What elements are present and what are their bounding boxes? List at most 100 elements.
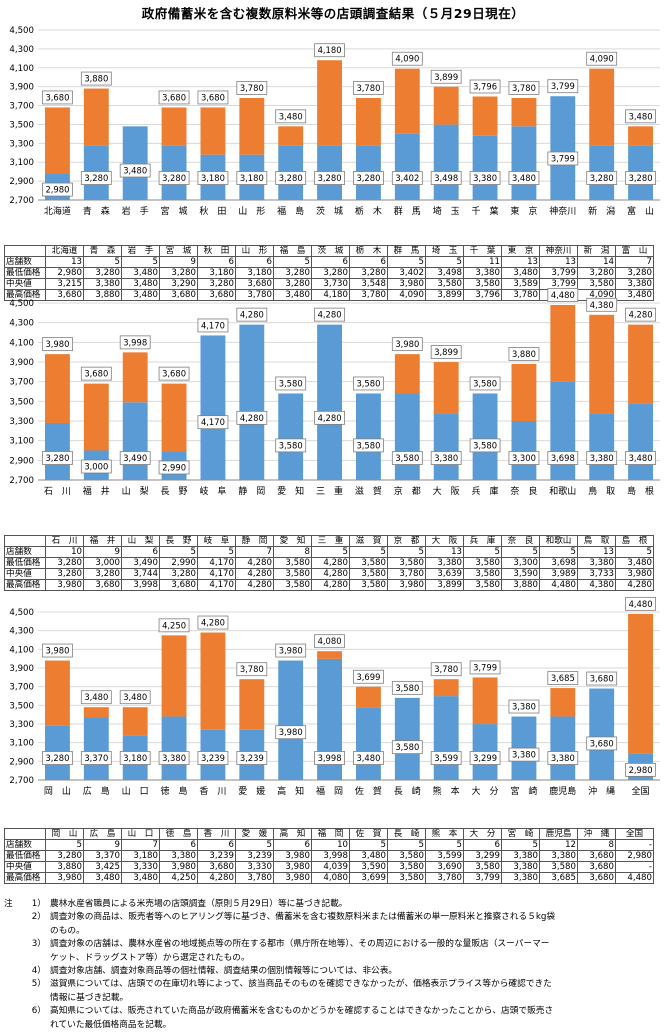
svg-text:2,980: 2,980 [45,185,69,195]
table-cell: 3,480 [121,278,160,290]
svg-text:3,490: 3,490 [123,453,147,463]
max-price-label: 3,880 [80,71,112,86]
max-price-label: 3,799 [469,660,501,675]
table-header-cell: 京 都 [387,535,426,547]
note-text: れていた最低価格商品を記載。 [50,1019,172,1030]
min-price-label: 3,280 [80,171,112,185]
min-price-label: 3,380 [547,751,579,765]
category-label: 長 野 [161,486,188,497]
table-row: 店舗数 5 9 7 6 6 5 6 10 5 5 5 6 5 12 8- [4,839,654,851]
bar-price-range [122,707,148,736]
svg-text:3,280: 3,280 [629,173,653,183]
note-text: 農林水産省職員による米売場の店頭調査（原則５月29日）等に基づき記載。 [50,899,348,909]
svg-text:3,698: 3,698 [551,453,575,463]
svg-text:3,580: 3,580 [395,742,419,752]
table-cell: 4,090 [387,289,426,301]
bar-min-price [511,421,537,480]
table-cell: 3,680 [577,850,616,862]
note-line: 5） 滋賀県については、店頭での在庫切れ等によって、該当商品そのものを確認できなか… [4,978,662,991]
min-price-label: 3,580 [391,740,423,755]
bar-min-price [355,393,381,480]
table-cell: 3,680 [235,278,274,290]
table-header-cell: 茨 城 [311,245,350,257]
table-cell: 3,780 [425,872,464,884]
note-line: れていた最低価格商品を記載。 [4,1019,662,1032]
max-price-label: 3,699 [353,669,384,684]
table-cell: 3,599 [425,850,464,862]
table-cell: 3,730 [311,278,350,290]
category-label: 埼 玉 [433,205,460,217]
table-cell: 3,280 [197,278,236,290]
row-label: 店舗数 [4,256,46,268]
table-cell: 3,880 [501,579,540,591]
min-price-label: 2,990 [158,460,190,475]
table-cell: 2,990 [159,557,198,569]
min-price-label: 3,300 [508,451,540,465]
note-marker: 注 [4,899,13,909]
table-cell: 3,498 [425,267,464,279]
note-number: 6） [31,1006,46,1017]
table-cell: 6 [159,839,198,851]
table-cell: 5 [273,256,312,268]
table-header-cell: 兵 庫 [463,535,502,547]
bar-min-price [628,403,654,480]
svg-text:3,580: 3,580 [356,440,380,450]
max-price-label: 3,780 [353,81,384,95]
svg-text:4,480: 4,480 [629,599,653,609]
row-label: 中央値 [4,278,46,290]
bar-price-range [200,107,226,155]
max-price-label: 3,580 [353,376,384,391]
category-label: 石 川 [44,487,71,497]
table-cell: 3,290 [159,278,198,290]
max-price-label: 4,280 [314,307,345,322]
bar-price-range [317,651,343,659]
table-cell: 13 [45,256,84,268]
table-cell: 5 [425,839,464,851]
table-cell: 3,780 [501,289,540,301]
table-cell: 3,330 [121,861,160,873]
svg-text:3,998: 3,998 [318,753,342,763]
note-number [24,925,50,938]
table-cell: 3,799 [539,278,578,290]
bar-price-range [161,383,187,452]
table-cell: 6 [311,256,350,268]
category-label: 滋 賀 [355,485,382,497]
svg-text:4,480: 4,480 [551,290,575,300]
svg-text:3,280: 3,280 [318,173,342,183]
note-marker [4,1005,24,1018]
note-line: 情報に基づき記載。 [4,992,662,1005]
table-cell: 3,590 [349,861,388,873]
max-price-label: 4,170 [197,318,229,333]
table-cell: 3,480 [83,872,122,884]
note-marker [4,911,24,924]
category-label: 山 口 [122,786,149,797]
bar-price-range [239,679,265,730]
y-tick-label: 4,500 [9,608,34,618]
table-cell: 14 [577,256,616,268]
note-marker [4,952,24,965]
min-price-label: 2,980 [42,182,73,197]
y-tick-label: 4,500 [9,299,34,309]
table-cell: 5 [615,546,654,558]
svg-text:3,380: 3,380 [551,753,575,763]
svg-text:3,599: 3,599 [434,753,458,763]
table-cell: 3,280 [615,267,654,279]
bar-min-price [589,413,615,480]
bar-price-range [433,679,459,697]
table-cell: 5 [387,546,426,558]
table-cell: 5 [197,546,236,558]
table-cell: 3,548 [349,278,388,290]
table-cell: 10 [45,546,84,558]
row-label: 店舗数 [4,839,46,851]
max-price-label: 3,680 [80,366,112,381]
y-tick-label: 3,500 [9,397,34,407]
svg-text:3,680: 3,680 [45,92,69,102]
note-line: 6） 高知県については、販売されていた商品が政府備蓄米を含むものかどうかを確認する… [4,1005,662,1018]
max-price-label: 3,680 [586,671,618,686]
table-cell: 4,480 [539,579,578,591]
min-price-label: 3,280 [275,171,307,185]
table-cell: 3,980 [387,579,426,591]
svg-text:3,239: 3,239 [240,753,264,763]
bar-price-range [433,86,459,125]
table-row: 店舗数 10 9 6 5 5 7 8 5 5 5 13 5 5 5 13 5 [4,546,654,558]
